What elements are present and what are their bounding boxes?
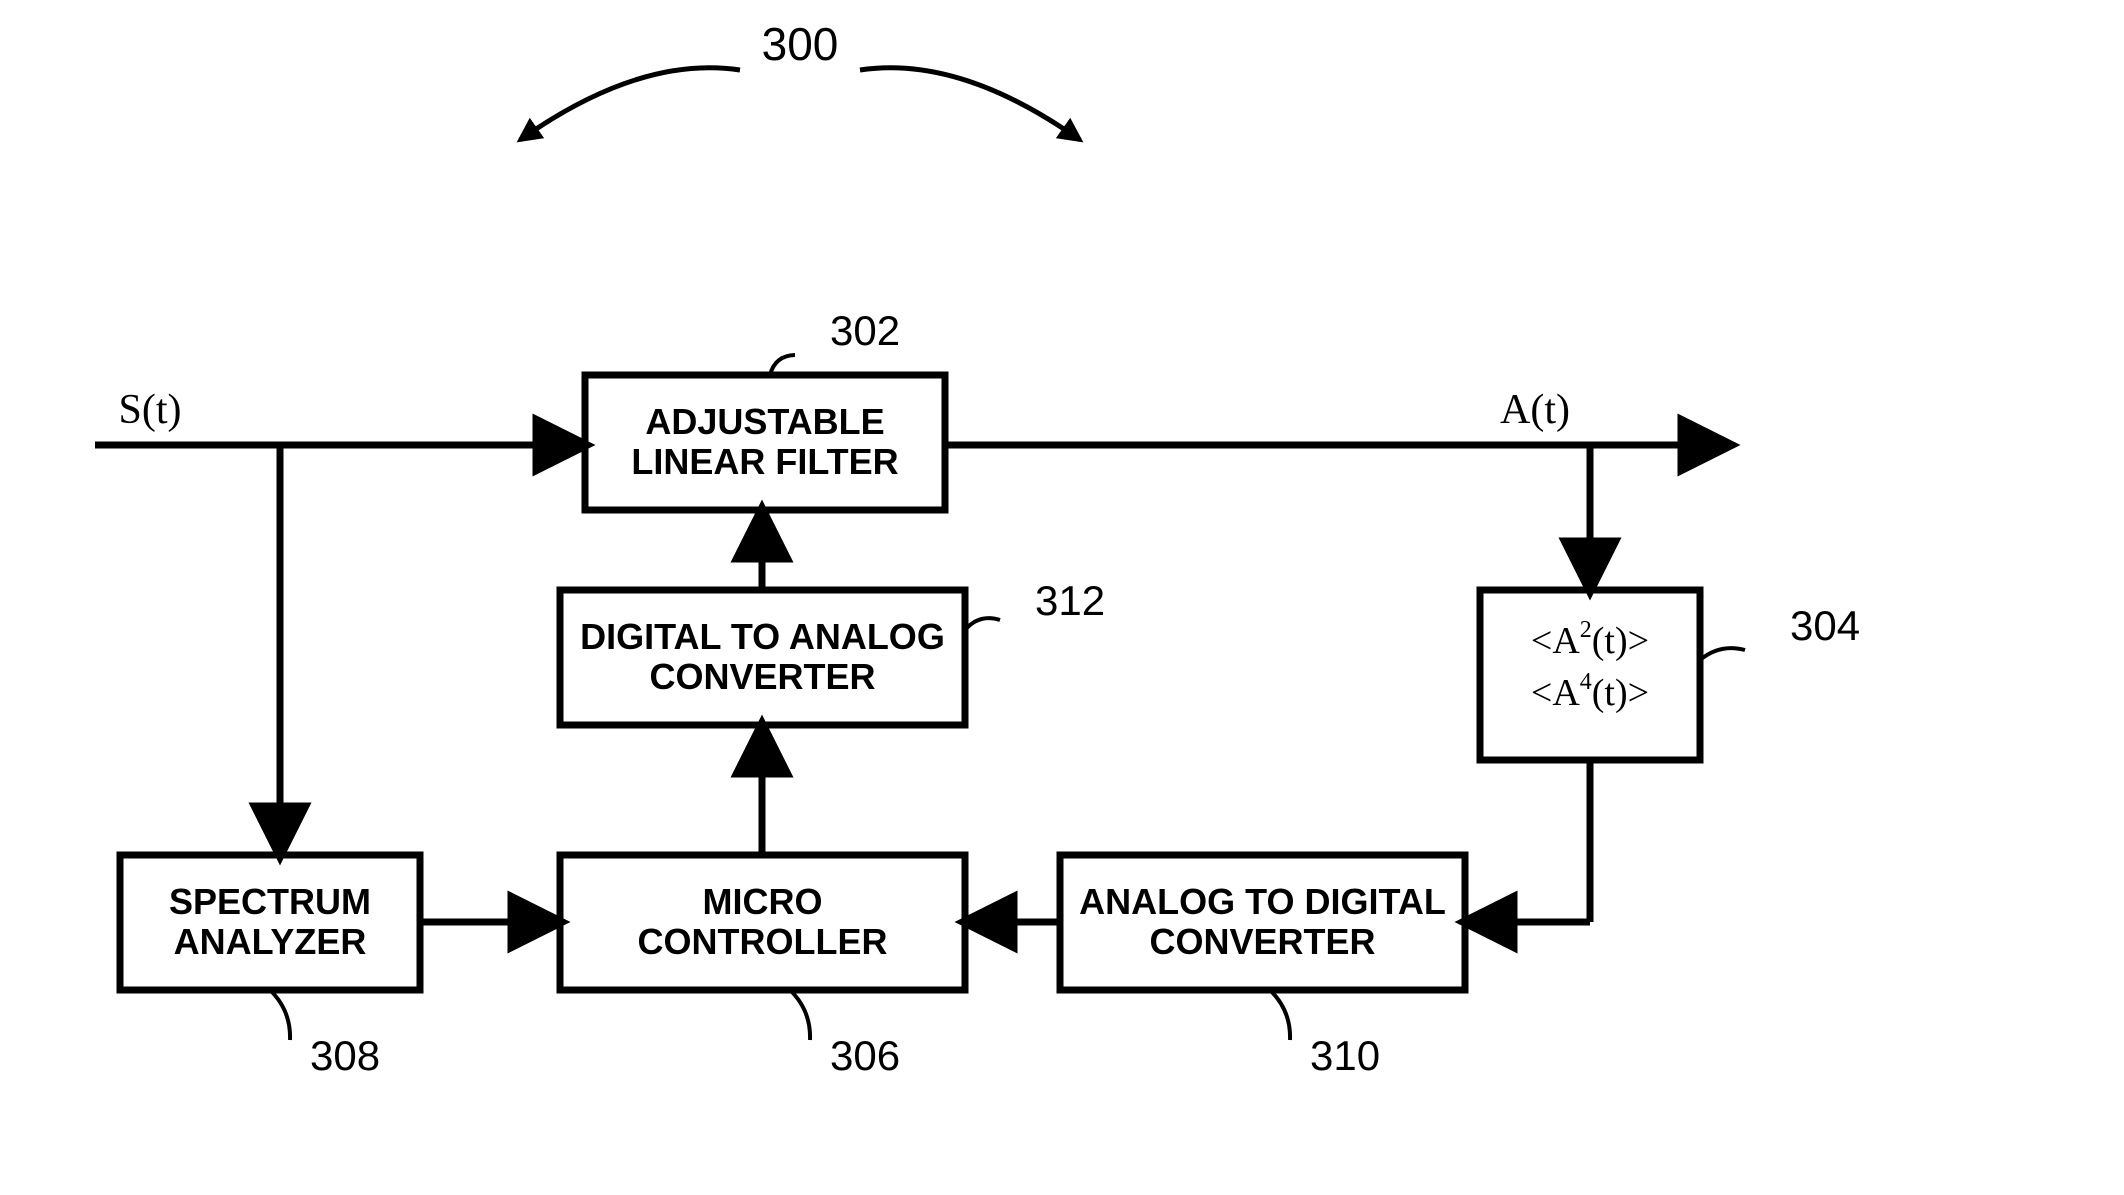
dac-leader: [965, 618, 1000, 630]
mcu-refnum: 306: [830, 1032, 900, 1079]
top-ref-number: 300: [762, 18, 839, 70]
blocks-layer: ADJUSTABLELINEAR FILTER DIGITAL TO ANALOG…: [120, 375, 1700, 990]
spectrum-label-0: SPECTRUM: [169, 881, 371, 922]
spectrum-leader: [270, 990, 290, 1040]
dac-label-0: DIGITAL TO ANALOG: [580, 616, 945, 657]
spectrum-label-1: ANALYZER: [174, 921, 367, 962]
mcu-leader: [790, 990, 810, 1040]
moments-leader: [1700, 648, 1745, 660]
adc-label-1: CONVERTER: [1149, 921, 1375, 962]
output-signal-label: A(t): [1500, 387, 1570, 433]
adc-label-0: ANALOG TO DIGITAL: [1079, 881, 1446, 922]
top-ref-arcs: [520, 68, 1080, 140]
moments-refnum: 304: [1790, 602, 1860, 649]
dac-refnum: 312: [1035, 577, 1105, 624]
filter-label-1: LINEAR FILTER: [631, 441, 898, 482]
mcu-label-1: CONTROLLER: [638, 921, 888, 962]
adc-leader: [1270, 990, 1290, 1040]
dac-label-1: CONVERTER: [649, 656, 875, 697]
spectrum-refnum: 308: [310, 1032, 380, 1079]
input-signal-label: S(t): [119, 387, 182, 433]
adc-refnum: 310: [1310, 1032, 1380, 1079]
filter-refnum: 302: [830, 307, 900, 354]
filter-label-0: ADJUSTABLE: [645, 401, 884, 442]
mcu-label-0: MICRO: [703, 881, 823, 922]
